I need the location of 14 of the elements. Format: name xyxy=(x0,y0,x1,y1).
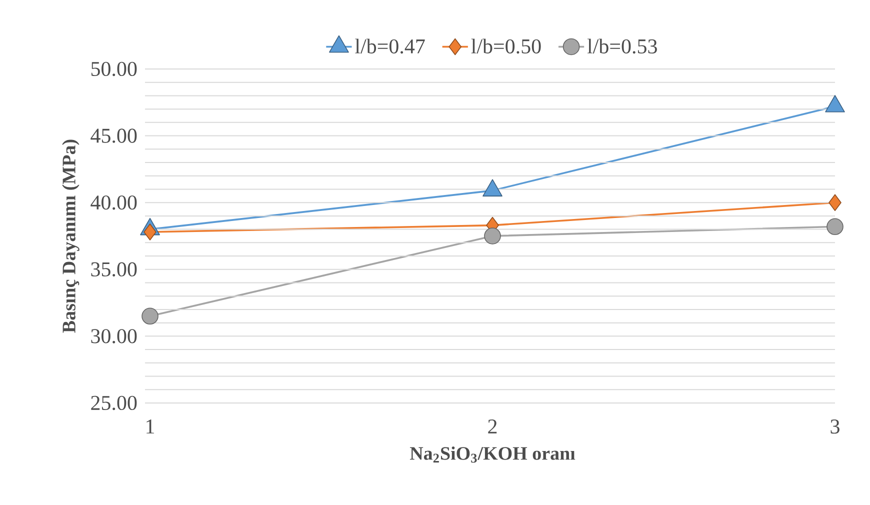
legend-label: l/b=0.53 xyxy=(587,38,657,54)
y-tick-label: 40.00 xyxy=(90,195,137,210)
legend-label: l/b=0.47 xyxy=(355,38,425,54)
y-tick-label: 25.00 xyxy=(91,396,137,410)
legend-label: l/b=0.50 xyxy=(471,38,541,54)
x-tick-label: 2 xyxy=(488,420,497,434)
y-tick-label: 30.00 xyxy=(91,329,137,344)
y-axis-title: Basınç Dayanımı (MPa) xyxy=(62,140,80,333)
y-tick-label: 50.00 xyxy=(91,62,137,76)
x-axis-title: Na$_{2}$SiO$_{3}$/KOH oranı xyxy=(410,446,576,463)
x-tick-label: 3 xyxy=(830,420,840,434)
x-tick-label: 1 xyxy=(146,420,154,434)
y-tick-label: 35.00 xyxy=(91,262,137,277)
y-tick-label: 45.00 xyxy=(90,128,137,143)
